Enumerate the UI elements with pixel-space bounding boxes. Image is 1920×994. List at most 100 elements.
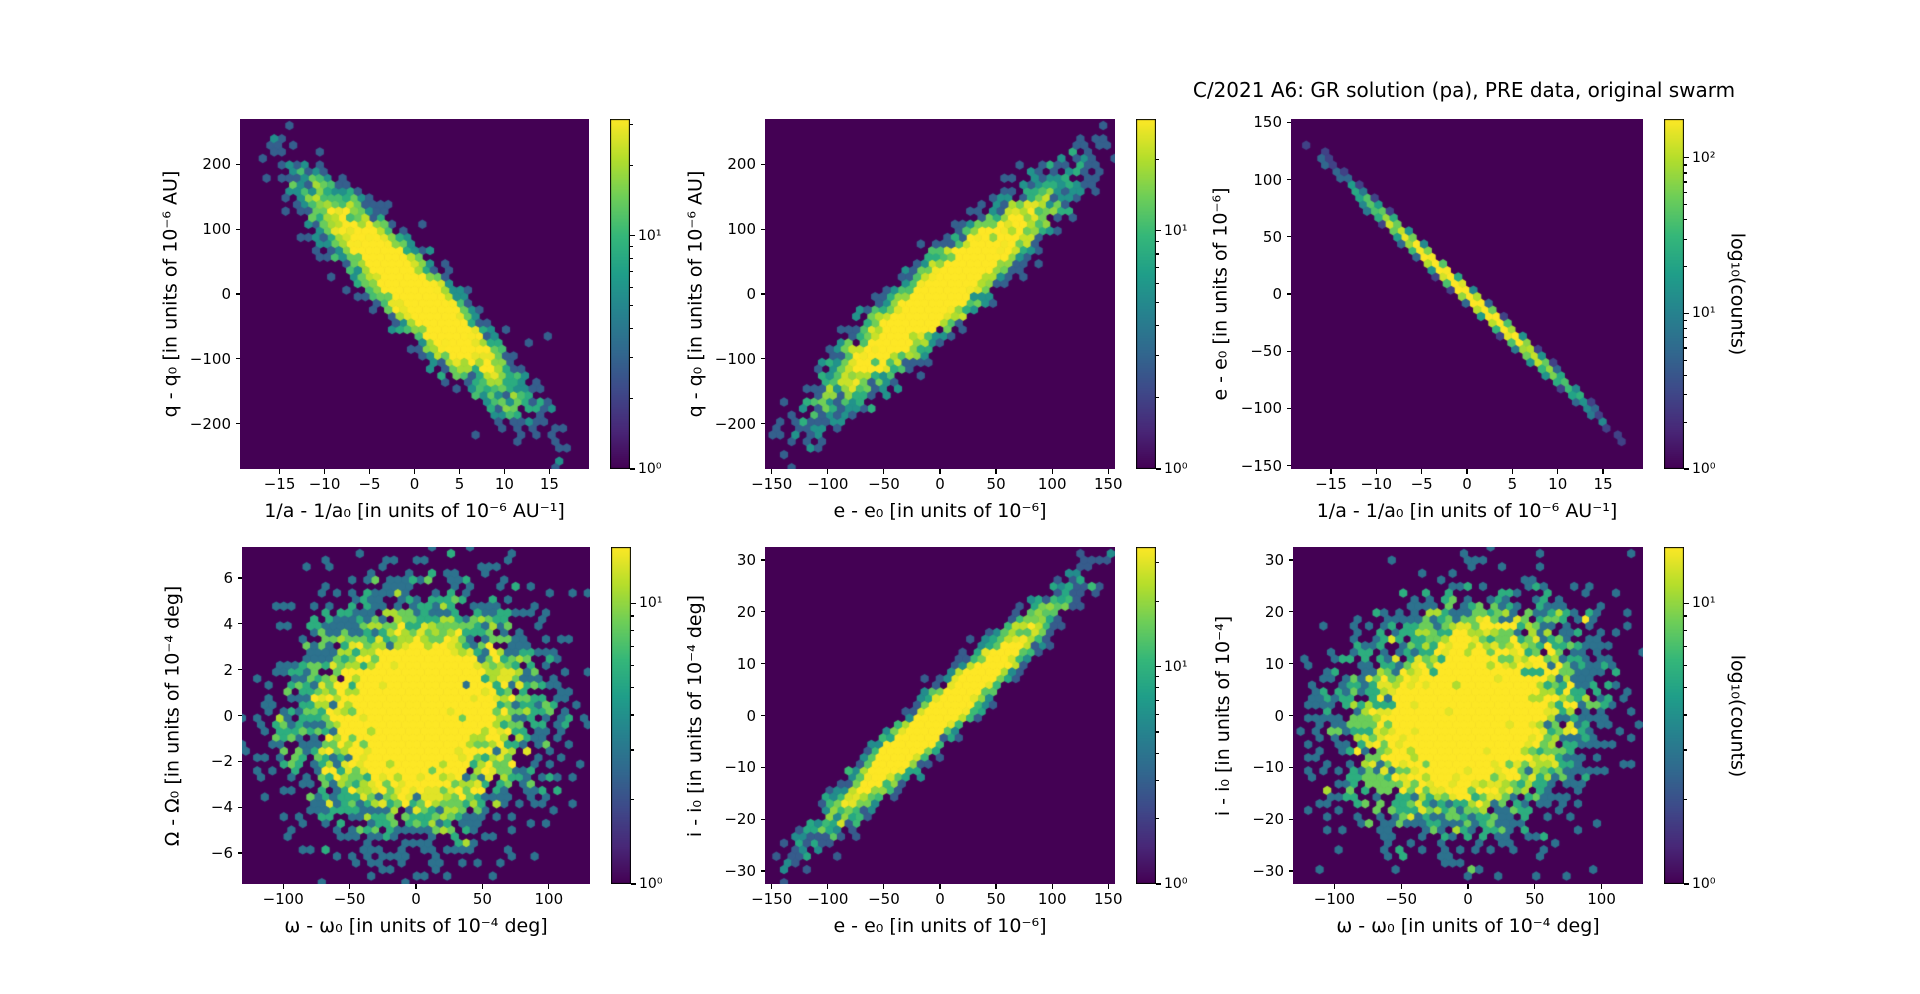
colorbar-minor-tick-mark bbox=[1684, 191, 1687, 193]
colorbar-tick-label: 10² bbox=[1692, 149, 1716, 166]
x-axis-label: 1/a - 1/a₀ [in units of 10⁻⁶ AU⁻¹] bbox=[1316, 500, 1618, 522]
x-tick-label: −100 bbox=[1313, 890, 1356, 908]
y-tick-label: 10 bbox=[736, 654, 756, 673]
hexbin-plot-canvas bbox=[242, 547, 590, 884]
y-tick-mark bbox=[237, 577, 242, 579]
y-tick-mark bbox=[1288, 714, 1293, 717]
y-axis-label-text: q - q₀ [in units of 10⁻⁶ AU] bbox=[684, 170, 706, 418]
hexbin-plot-canvas bbox=[240, 119, 589, 469]
y-tick-label: 100 bbox=[202, 220, 231, 239]
x-tick-label: 10 bbox=[494, 475, 514, 493]
x-tick-mark bbox=[1600, 884, 1603, 889]
colorbar-minor-tick-mark bbox=[1684, 646, 1687, 648]
y-axis-label-text: e - e₀ [in units of 10⁻⁶] bbox=[1210, 187, 1232, 401]
y-tick-mark bbox=[760, 766, 765, 768]
y-tick-mark bbox=[760, 423, 765, 425]
colorbar-minor-tick-mark bbox=[1684, 629, 1687, 631]
y-axis-label: i - i₀ [in units of 10⁻⁴] bbox=[1211, 547, 1235, 884]
x-tick-mark bbox=[1107, 884, 1109, 889]
colorbar-minor-tick-mark bbox=[1684, 421, 1687, 423]
colorbar-tick-mark bbox=[1156, 468, 1161, 470]
x-tick-mark bbox=[1051, 884, 1053, 889]
hexbin-plot-canvas bbox=[1291, 119, 1643, 469]
x-tick-mark bbox=[827, 469, 829, 474]
colorbar-minor-tick-mark bbox=[631, 798, 634, 801]
x-axis-label: ω - ω₀ [in units of 10⁻⁴ deg] bbox=[284, 915, 548, 937]
y-tick-mark bbox=[760, 228, 765, 230]
colorbar-minor-tick-mark bbox=[1156, 283, 1159, 285]
colorbar-minor-tick-mark bbox=[1156, 158, 1159, 160]
x-tick-mark bbox=[282, 884, 284, 889]
colorbar-tick-label: 10⁰ bbox=[1164, 461, 1188, 477]
y-tick-label: −50 bbox=[1250, 342, 1282, 361]
y-tick-label: 0 bbox=[746, 706, 756, 725]
y-tick-mark bbox=[760, 663, 765, 665]
y-tick-label: 4 bbox=[223, 614, 233, 633]
x-tick-mark bbox=[1511, 469, 1513, 474]
x-tick-label: 15 bbox=[1593, 475, 1613, 493]
colorbar-tick-mark bbox=[1684, 157, 1689, 159]
colorbar-tick-label: 10⁰ bbox=[639, 876, 663, 892]
y-tick-label: 20 bbox=[1264, 602, 1284, 621]
colorbar-minor-tick-mark bbox=[1684, 219, 1687, 221]
colorbar-gradient bbox=[1664, 547, 1684, 884]
colorbar-minor-tick-mark bbox=[1156, 699, 1159, 701]
colorbar-tick-label: 10¹ bbox=[638, 227, 662, 244]
x-tick-mark bbox=[348, 884, 351, 889]
colorbar-minor-tick-mark bbox=[630, 164, 633, 166]
colorbar-minor-tick-mark bbox=[630, 327, 633, 330]
x-tick-mark bbox=[278, 469, 281, 474]
y-tick-label: 30 bbox=[1264, 550, 1284, 569]
x-axis-label: e - e₀ [in units of 10⁻⁶] bbox=[833, 915, 1047, 937]
y-tick-label: −10 bbox=[724, 758, 756, 777]
x-axis-label: e - e₀ [in units of 10⁻⁶] bbox=[833, 500, 1047, 522]
colorbar-minor-tick-mark bbox=[1156, 253, 1159, 255]
x-tick-label: 150 bbox=[1093, 475, 1123, 493]
y-axis-label-text: Ω - Ω₀ [in units of 10⁻⁴ deg] bbox=[161, 585, 183, 846]
colorbar-minor-tick-mark bbox=[631, 629, 634, 631]
y-tick-label: 0 bbox=[746, 285, 756, 303]
colorbar-minor-tick-mark bbox=[630, 357, 633, 359]
x-tick-mark bbox=[1602, 469, 1604, 474]
x-tick-mark bbox=[1421, 469, 1423, 474]
y-axis-label: i - i₀ [in units of 10⁻⁴ deg] bbox=[683, 547, 707, 884]
y-tick-mark bbox=[1288, 559, 1293, 561]
y-tick-mark bbox=[235, 423, 240, 425]
x-tick-mark bbox=[939, 469, 941, 474]
colorbar-minor-tick-mark bbox=[1156, 714, 1159, 716]
colorbar-tick-label: 10¹ bbox=[1692, 595, 1716, 612]
y-axis-label: q - q₀ [in units of 10⁻⁶ AU] bbox=[158, 119, 182, 469]
x-tick-label: 150 bbox=[1093, 890, 1123, 908]
colorbar-minor-tick-mark bbox=[630, 123, 633, 125]
y-tick-mark bbox=[760, 714, 765, 717]
colorbar-minor-tick-mark bbox=[1684, 714, 1687, 716]
colorbar-tick-label: 10⁰ bbox=[1692, 461, 1716, 477]
x-tick-mark bbox=[883, 469, 885, 474]
colorbar-minor-tick-mark bbox=[1156, 396, 1159, 398]
colorbar-minor-tick-mark bbox=[1684, 172, 1687, 174]
y-tick-mark bbox=[760, 163, 765, 165]
y-tick-mark bbox=[1288, 611, 1293, 613]
x-tick-mark bbox=[413, 469, 416, 474]
y-tick-label: 100 bbox=[1253, 170, 1282, 189]
colorbar-tick-mark bbox=[1156, 883, 1161, 885]
x-tick-mark bbox=[458, 469, 461, 474]
x-tick-mark bbox=[548, 469, 550, 474]
y-tick-label: −100 bbox=[714, 349, 756, 368]
colorbar-minor-tick-mark bbox=[630, 286, 633, 289]
y-tick-label: −30 bbox=[1252, 862, 1284, 881]
y-tick-mark bbox=[237, 760, 242, 762]
y-tick-mark bbox=[1286, 236, 1291, 238]
colorbar-minor-tick-mark bbox=[1156, 779, 1159, 781]
x-tick-label: −100 bbox=[807, 890, 849, 908]
colorbar-label-text: log₁₀(counts) bbox=[1726, 654, 1748, 777]
x-tick-label: 0 bbox=[411, 890, 421, 908]
x-tick-mark bbox=[1466, 469, 1468, 474]
y-tick-label: −20 bbox=[1252, 810, 1284, 829]
colorbar-tick-mark bbox=[631, 602, 636, 604]
x-tick-mark bbox=[323, 469, 326, 474]
y-tick-label: 20 bbox=[736, 602, 756, 621]
colorbar-tick-mark bbox=[1156, 665, 1161, 668]
colorbar-tick-mark bbox=[630, 468, 635, 470]
hexbin-panel-6: −100 −50 0 50 100 30 20 10 0 −10 −20 −30 ω - ω₀ [in … bbox=[1212, 547, 1748, 937]
